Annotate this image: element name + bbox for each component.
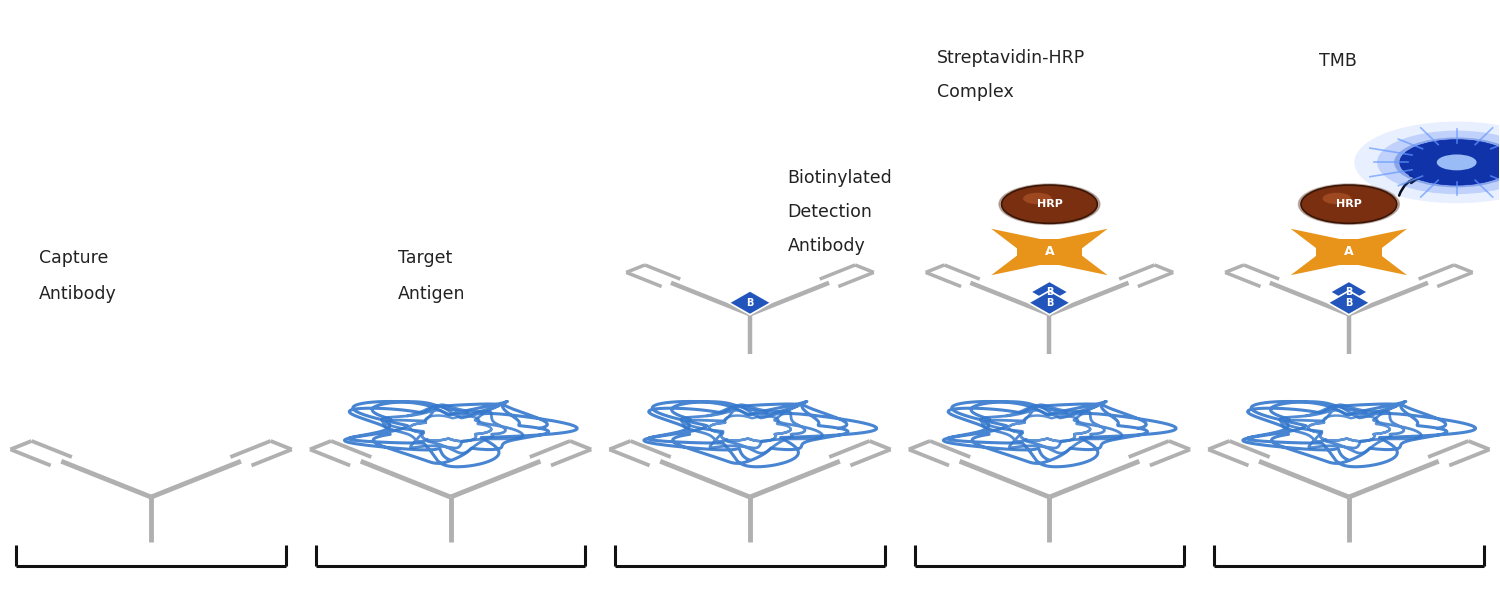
Text: Capture: Capture <box>39 249 108 267</box>
Circle shape <box>999 184 1100 224</box>
Text: A: A <box>1344 245 1353 259</box>
Circle shape <box>1377 131 1500 194</box>
Text: A: A <box>1044 245 1054 259</box>
Text: Complex: Complex <box>938 83 1014 101</box>
FancyBboxPatch shape <box>1316 239 1382 265</box>
Circle shape <box>1354 122 1500 203</box>
Text: Detection: Detection <box>788 203 873 221</box>
Polygon shape <box>1030 281 1068 303</box>
Text: B: B <box>1346 287 1353 297</box>
Polygon shape <box>729 291 771 314</box>
Polygon shape <box>1059 229 1107 248</box>
Circle shape <box>1002 185 1098 223</box>
Text: B: B <box>1346 298 1353 308</box>
Text: Biotinylated: Biotinylated <box>788 169 892 187</box>
Text: B: B <box>747 298 753 308</box>
Text: Antigen: Antigen <box>398 285 465 303</box>
Circle shape <box>1023 193 1052 204</box>
Polygon shape <box>1029 291 1071 314</box>
Circle shape <box>1299 184 1400 224</box>
Polygon shape <box>1059 256 1107 275</box>
Polygon shape <box>1330 281 1368 303</box>
Circle shape <box>1437 154 1476 170</box>
Text: HRP: HRP <box>1336 199 1362 209</box>
Text: Streptavidin-HRP: Streptavidin-HRP <box>938 49 1086 67</box>
Polygon shape <box>1358 256 1407 275</box>
Text: B: B <box>1046 298 1053 308</box>
Circle shape <box>1400 140 1500 185</box>
Circle shape <box>1300 185 1396 223</box>
Polygon shape <box>1328 291 1370 314</box>
Text: HRP: HRP <box>1036 199 1062 209</box>
Polygon shape <box>1358 229 1407 248</box>
Polygon shape <box>1290 229 1340 248</box>
Polygon shape <box>992 229 1039 248</box>
Circle shape <box>1394 137 1500 187</box>
Text: Antibody: Antibody <box>788 236 865 254</box>
Text: Antibody: Antibody <box>39 285 117 303</box>
Text: B: B <box>1046 287 1053 297</box>
FancyBboxPatch shape <box>1017 239 1083 265</box>
Text: Target: Target <box>398 249 453 267</box>
Text: TMB: TMB <box>1318 52 1358 70</box>
Circle shape <box>1323 193 1352 204</box>
Polygon shape <box>1290 256 1340 275</box>
Polygon shape <box>992 256 1039 275</box>
